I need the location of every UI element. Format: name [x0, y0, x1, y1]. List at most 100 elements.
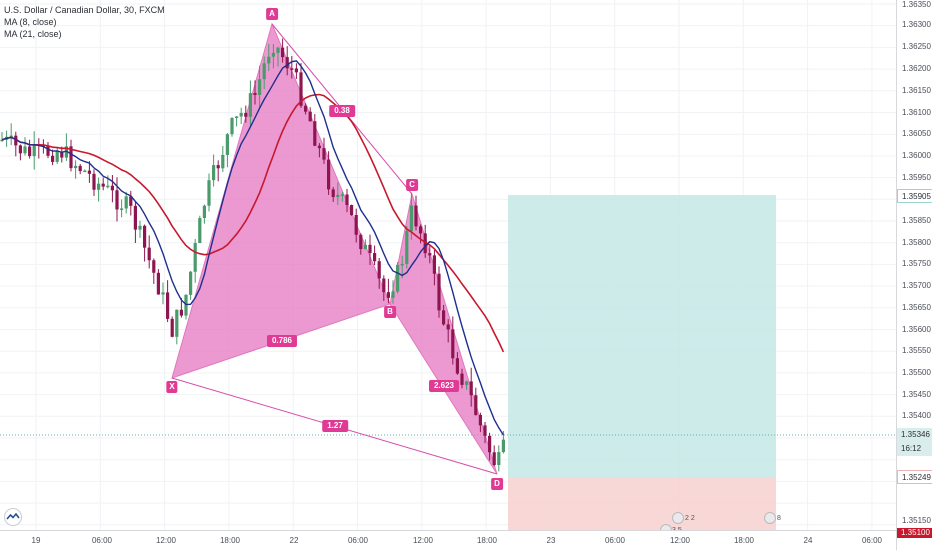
candle-body: [345, 194, 349, 206]
candle-body: [23, 146, 27, 154]
ratio-label-xd[interactable]: 1.27: [322, 420, 348, 432]
ratio-label-xb[interactable]: 0.786: [266, 335, 298, 347]
event-marker[interactable]: 8: [764, 512, 781, 524]
ratio-label-bd[interactable]: 2.623: [428, 380, 460, 392]
price-tick: 1.36350: [902, 0, 931, 9]
time-tick: 12:00: [412, 536, 434, 545]
price-tick: 1.35550: [902, 346, 931, 355]
us-flag-icon[interactable]: [659, 524, 672, 530]
tradingview-logo-icon[interactable]: [4, 508, 22, 526]
symbol-title[interactable]: U.S. Dollar / Canadian Dollar, 30, FXCM: [4, 5, 165, 15]
candle-body: [437, 273, 441, 311]
candle-body: [184, 294, 188, 316]
chart-area[interactable]: U.S. Dollar / Canadian Dollar, 30, FXCM …: [0, 0, 896, 530]
price-tick: 1.35850: [902, 216, 931, 225]
price-tick: 1.35800: [902, 238, 931, 247]
price-tick: 1.35500: [902, 368, 931, 377]
candle-body: [18, 145, 22, 154]
target-zone: [508, 195, 776, 477]
economic-events[interactable]: 2 2 3 5: [659, 512, 697, 530]
price-tick: 1.35950: [902, 173, 931, 182]
candle-body: [377, 261, 381, 279]
candle-body: [327, 159, 331, 190]
point-label-d[interactable]: D: [491, 478, 503, 490]
candle-body: [97, 183, 101, 190]
candle-body: [391, 291, 395, 298]
candle-body: [294, 68, 298, 73]
time-tick: 23: [546, 536, 556, 545]
stop-price-badge: 1.35249: [897, 470, 932, 484]
candle-body: [396, 264, 400, 292]
us-flag-icon[interactable]: [672, 512, 684, 524]
candle-body: [0, 139, 4, 142]
candle-body: [478, 414, 482, 426]
candle-body: [124, 196, 128, 209]
candle-body: [120, 208, 124, 210]
point-label-a[interactable]: A: [266, 8, 278, 20]
time-tick: 06:00: [91, 536, 113, 545]
price-tick: 1.35700: [902, 281, 931, 290]
candle-body: [74, 165, 78, 169]
candle-body: [244, 112, 248, 117]
candle-body: [248, 93, 252, 117]
candle-body: [225, 134, 229, 155]
price-tick: 1.35650: [902, 303, 931, 312]
chart-legend: U.S. Dollar / Canadian Dollar, 30, FXCM …: [4, 4, 165, 40]
us-flag-icon[interactable]: [764, 512, 776, 524]
candle-body: [409, 205, 413, 232]
candle-body: [258, 79, 262, 95]
time-tick: 12:00: [669, 536, 691, 545]
candle-body: [497, 452, 501, 466]
time-axis[interactable]: 19 06:00 12:00 18:00 22 06:00 12:00 18:0…: [0, 530, 896, 551]
candle-body: [474, 395, 478, 415]
candle-body: [359, 234, 363, 250]
candle-body: [336, 194, 340, 198]
point-label-b[interactable]: B: [384, 306, 396, 318]
price-tick: 1.35150: [902, 516, 931, 525]
candle-body: [175, 309, 179, 337]
candle-body: [133, 205, 137, 230]
candle-body: [51, 155, 55, 162]
candle-body: [442, 310, 446, 325]
candle-body: [451, 329, 455, 359]
candle-body: [170, 318, 174, 337]
candle-body: [253, 93, 257, 95]
candle-body: [161, 292, 165, 295]
candle-body: [313, 121, 317, 146]
candle-body: [354, 215, 358, 235]
price-tick: 1.36300: [902, 20, 931, 29]
time-tick: 19: [31, 536, 41, 545]
candle-body: [304, 105, 308, 112]
candle-body: [423, 233, 427, 254]
price-tick: 1.35750: [902, 259, 931, 268]
candle-body: [428, 253, 432, 256]
price-chart[interactable]: [0, 0, 896, 530]
time-tick: 06:00: [347, 536, 369, 545]
time-tick: 22: [289, 536, 299, 545]
candle-body: [373, 253, 377, 262]
target-price-badge: 1.35905: [897, 189, 932, 203]
candle-body: [276, 47, 280, 53]
stop-zone: [508, 477, 776, 530]
candle-body: [281, 47, 285, 58]
candle-body: [143, 225, 147, 248]
candle-body: [193, 243, 197, 272]
point-label-c[interactable]: C: [406, 179, 418, 191]
price-tick: 1.36050: [902, 129, 931, 138]
point-label-x[interactable]: X: [166, 381, 178, 393]
candle-body: [78, 165, 82, 172]
candle-body: [322, 148, 326, 160]
candle-body: [414, 205, 418, 227]
price-tick: 1.36000: [902, 151, 931, 160]
candle-body: [446, 324, 450, 330]
candle-body: [386, 292, 390, 298]
ma-slow-label[interactable]: MA (21, close): [4, 29, 62, 39]
candle-body: [488, 435, 492, 453]
ma-fast-label[interactable]: MA (8, close): [4, 17, 57, 27]
candle-body: [83, 170, 87, 173]
price-axis[interactable]: 1.36350 1.36300 1.36250 1.36200 1.36150 …: [896, 0, 932, 550]
candle-body: [235, 116, 239, 119]
candle-body: [110, 185, 114, 191]
ratio-label-ac[interactable]: 0.38: [329, 105, 355, 117]
ma-slow-line: [1, 93, 505, 353]
